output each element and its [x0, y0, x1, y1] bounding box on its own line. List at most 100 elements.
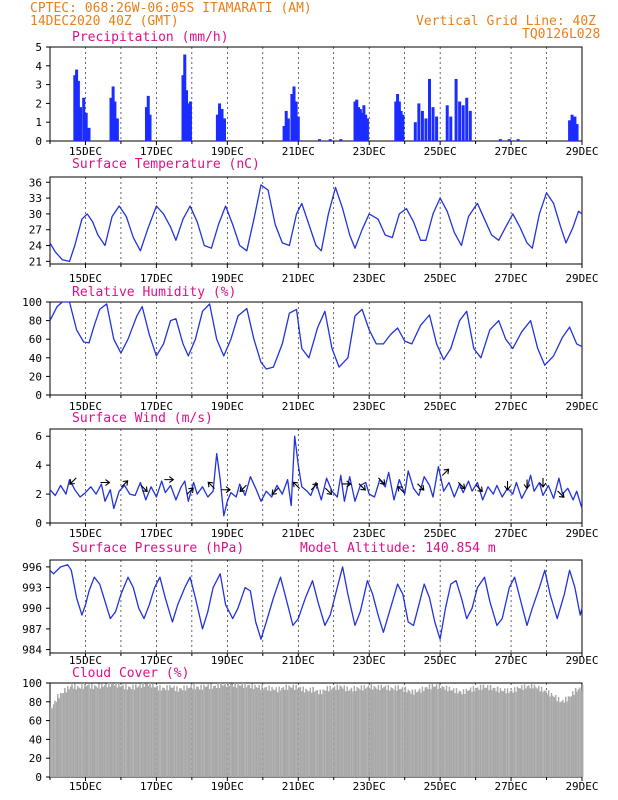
cloud-bar [458, 690, 460, 777]
cloud-bar [478, 689, 480, 777]
cloud-bar [389, 690, 391, 777]
cloud-bar [522, 689, 524, 777]
cloud-bar [546, 694, 548, 777]
precip-bar [468, 110, 472, 141]
cloud-bar [74, 683, 76, 777]
cloud-bar [167, 690, 170, 777]
temp-x-tick-label: 29DEC [565, 272, 598, 285]
cloud-bar [86, 685, 89, 777]
cloud-bar [566, 701, 568, 777]
cloud-bar [519, 688, 521, 777]
temp-frame [49, 176, 583, 265]
cloud-bar [372, 689, 374, 777]
cloud-bar [559, 702, 561, 777]
precip-bar [73, 75, 77, 141]
cloud-bar [374, 687, 377, 777]
precip-bar [87, 127, 91, 141]
cloud-bar [126, 689, 129, 777]
cloud-bar [552, 695, 554, 777]
cloud-bar [128, 686, 130, 777]
cloud-bar [111, 683, 113, 777]
precip-x-tick-label: 25DEC [424, 145, 457, 158]
precip-bar [79, 107, 83, 141]
precip-x-tick-label: 17DEC [140, 145, 173, 158]
cloud-bar [454, 693, 456, 777]
cloud-y-tick-label: 0 [35, 771, 42, 784]
cloud-x-tick-label: 27DEC [495, 780, 528, 793]
rh-y-tick-label: 0 [35, 389, 42, 402]
cloud-bar [72, 688, 75, 777]
rh-y-tick-label: 60 [29, 333, 42, 346]
cloud-x-tick-label: 29DEC [565, 780, 598, 793]
precip-bar [113, 101, 117, 141]
cloud-bar [363, 685, 365, 777]
wind-arrow [417, 483, 425, 491]
cloud-bar [143, 686, 146, 777]
date-header: 14DEC2020 40Z (GMT) [30, 14, 179, 29]
precip-bar [215, 114, 219, 141]
cloud-bar [292, 684, 295, 777]
cloud-bar [281, 688, 283, 777]
cloud-bar [120, 686, 123, 777]
precip-bar [449, 116, 453, 141]
cloud-bar [398, 689, 401, 777]
cloud-bar [88, 684, 90, 777]
cloud-bar [427, 689, 429, 777]
precip-x-tick-label: 19DEC [211, 145, 244, 158]
cloud-bar [333, 686, 336, 777]
rh-x-tick-label: 19DEC [211, 400, 244, 413]
cloud-bar [54, 700, 56, 777]
precip-x-tick-label: 15DEC [69, 145, 102, 158]
cloud-bar [103, 685, 106, 777]
pres-x-tick-label: 15DEC [69, 654, 102, 667]
cloud-bar [489, 684, 492, 777]
wind-arrow [69, 477, 77, 485]
cloud-bar [325, 690, 327, 777]
cloud-bar [203, 684, 205, 777]
cloud-bar [197, 686, 199, 777]
cloud-bar [95, 686, 97, 777]
wind-x-tick-label: 27DEC [495, 527, 528, 540]
wind-arrow [120, 480, 129, 488]
precip-bar [185, 90, 189, 141]
rh-x-tick-label: 21DEC [282, 400, 315, 413]
wind-arrow [457, 481, 466, 490]
cloud-y-tick-label: 100 [22, 677, 42, 690]
wind-arrow [310, 483, 319, 491]
precip-y-tick-label: 3 [35, 79, 42, 92]
cloud-bar [119, 686, 121, 777]
rh-frame [49, 301, 583, 396]
cloud-bar [135, 684, 137, 777]
wind-x-tick-label: 21DEC [282, 527, 315, 540]
cloud-bar [379, 690, 381, 777]
cloud-bar [160, 690, 163, 777]
pres-series-line [49, 564, 583, 640]
cloud-bar [231, 683, 234, 777]
precip-bar [399, 110, 403, 141]
cloud-bar [207, 684, 209, 777]
cloud-bar [535, 687, 537, 777]
cloud-bar [112, 683, 114, 777]
cloud-bar [189, 687, 191, 777]
cloud-bar [401, 687, 404, 777]
cloud-bar [215, 688, 218, 777]
cloud-bar [447, 691, 449, 777]
cloud-bar [272, 689, 275, 777]
cloud-x-tick-label: 23DEC [353, 780, 386, 793]
cloud-bar [457, 693, 459, 777]
wind-arrow [292, 481, 301, 489]
wind-arrow [475, 484, 483, 493]
precip-bar [181, 75, 185, 141]
cloud-bar [542, 691, 544, 777]
cloud-bar [417, 691, 419, 777]
precip-bar [498, 139, 502, 141]
cloud-bar [410, 693, 412, 777]
cloud-bar [512, 692, 514, 777]
cloud-bar [285, 684, 287, 777]
precip-bar [401, 114, 405, 141]
wind-y-tick-label: 2 [35, 488, 42, 501]
cloud-bar [349, 689, 351, 777]
wind-arrow [504, 480, 511, 491]
cloud-bar [93, 685, 96, 777]
cloud-bar [455, 688, 458, 777]
